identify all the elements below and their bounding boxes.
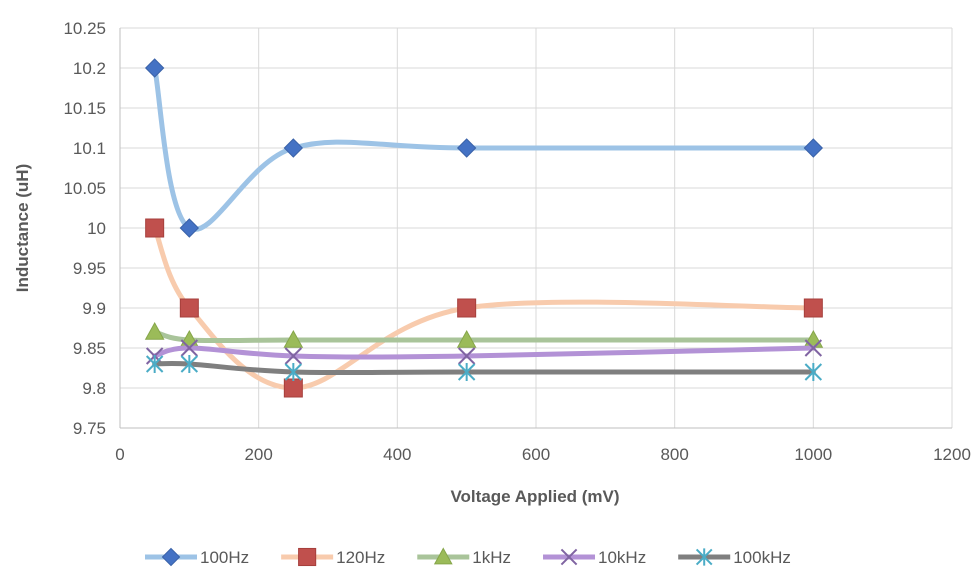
- x-tick-label: 200: [244, 445, 272, 464]
- data-point-marker: [283, 329, 304, 348]
- data-point-marker: [457, 298, 477, 318]
- series-group: [144, 58, 824, 398]
- x-tick-label: 600: [522, 445, 550, 464]
- data-point-marker: [457, 347, 476, 365]
- axes: Inductance (uH) Voltage Applied (mV) 9.7…: [13, 19, 971, 506]
- legend-marker: [433, 547, 453, 565]
- legend-marker: [298, 547, 317, 567]
- data-point-marker: [145, 355, 164, 373]
- data-point-marker: [803, 138, 824, 158]
- y-tick-label: 9.95: [73, 259, 106, 278]
- data-point-marker: [179, 218, 200, 238]
- data-point-marker: [179, 298, 199, 318]
- data-point-marker: [456, 138, 477, 158]
- y-tick-label: 10.05: [63, 179, 106, 198]
- data-point-marker: [456, 329, 477, 348]
- y-tick-label: 9.8: [82, 379, 106, 398]
- data-point-marker: [283, 138, 304, 158]
- x-tick-label: 400: [383, 445, 411, 464]
- legend-label: 100Hz: [200, 548, 249, 567]
- series-line: [152, 345, 816, 360]
- x-axis-title: Voltage Applied (mV): [450, 487, 619, 506]
- x-tick-label: 800: [660, 445, 688, 464]
- y-axis-title: Inductance (uH): [13, 164, 32, 292]
- legend-marker: [695, 548, 713, 566]
- series-line: [152, 65, 816, 232]
- series-100Hz: [144, 58, 824, 238]
- legend-item: 100kHz: [678, 548, 791, 567]
- legend-label: 10kHz: [598, 548, 646, 567]
- y-tick-label: 10.2: [73, 59, 106, 78]
- data-point-marker: [284, 347, 303, 365]
- legend-label: 1kHz: [472, 548, 511, 567]
- data-point-marker: [180, 355, 199, 373]
- data-point-marker: [804, 339, 823, 357]
- y-tick-label: 10.1: [73, 139, 106, 158]
- y-tick-label: 10: [87, 219, 106, 238]
- data-point-marker: [145, 218, 165, 238]
- data-point-marker: [180, 339, 199, 357]
- legend: 100Hz 120Hz 1kHz 10kHz 100kHz: [145, 547, 791, 567]
- y-tick-label: 9.85: [73, 339, 106, 358]
- x-tick-label: 0: [115, 445, 124, 464]
- x-tick-label: 1000: [794, 445, 832, 464]
- data-point-marker: [804, 363, 823, 381]
- legend-item: 10kHz: [543, 548, 646, 567]
- y-tick-label: 10.15: [63, 99, 106, 118]
- legend-item: 100Hz: [145, 547, 249, 567]
- legend-label: 100kHz: [733, 548, 791, 567]
- series-line: [152, 360, 816, 376]
- series-line: [152, 329, 816, 344]
- y-tick-label: 9.75: [73, 419, 106, 438]
- data-point-marker: [457, 363, 476, 381]
- y-tick-label: 9.9: [82, 299, 106, 318]
- legend-marker: [560, 548, 578, 566]
- legend-marker: [161, 547, 181, 567]
- legend-label: 120Hz: [336, 548, 385, 567]
- data-point-marker: [283, 378, 303, 398]
- data-point-marker: [144, 58, 165, 78]
- x-tick-label: 1200: [933, 445, 971, 464]
- data-point-marker: [284, 363, 303, 381]
- data-point-marker: [144, 321, 165, 340]
- y-tick-label: 10.25: [63, 19, 106, 38]
- series-1kHz: [144, 321, 824, 348]
- data-point-marker: [803, 298, 823, 318]
- series-10kHz: [145, 339, 823, 365]
- legend-item: 1kHz: [417, 547, 511, 567]
- legend-item: 120Hz: [281, 547, 385, 567]
- series-100kHz: [145, 355, 823, 381]
